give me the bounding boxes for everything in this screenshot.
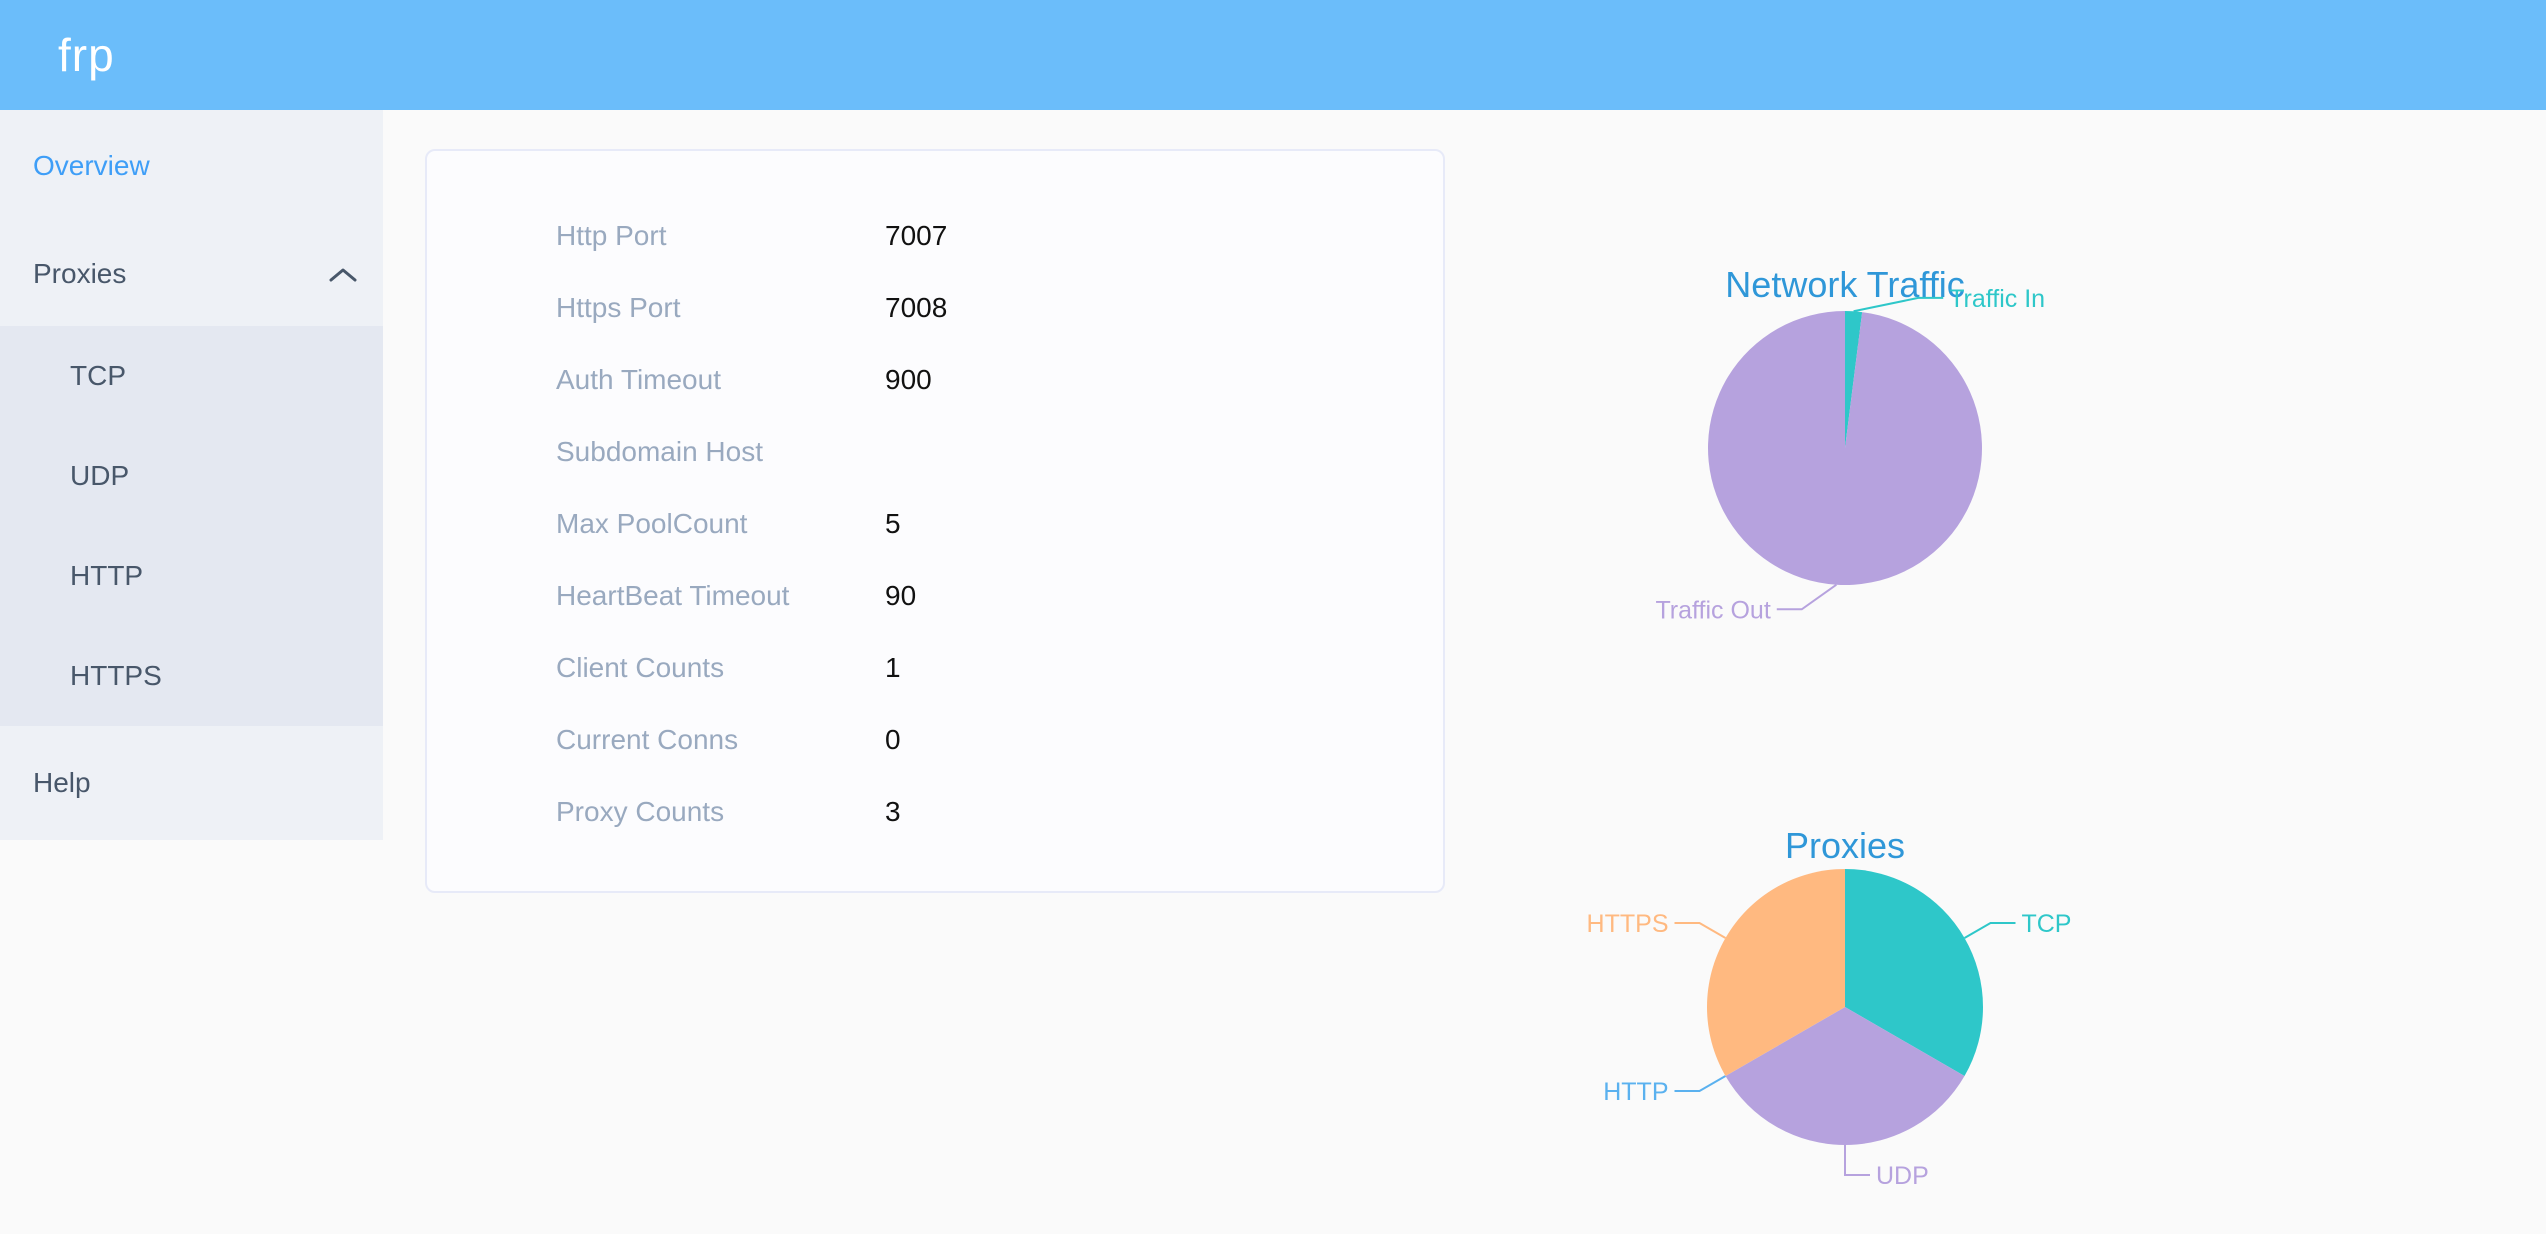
field-label: Max PoolCount (556, 508, 748, 539)
field-label: Auth Timeout (556, 364, 721, 395)
field-value: 90 (885, 580, 917, 611)
sidebar-item-udp[interactable]: UDP (0, 426, 383, 526)
field-row-subdomain-host: Subdomain Host (427, 416, 1443, 488)
field-value: 3 (885, 796, 901, 827)
tcp-label-line (1964, 922, 2016, 939)
sidebar: Overview Proxies TCP UDP HTTP HT (0, 110, 383, 1234)
field-row-current-conns: Current Conns 0 (427, 704, 1443, 776)
traffic-in-label-line (1853, 296, 1944, 313)
sidebar-item-http[interactable]: HTTP (0, 526, 383, 626)
proxies-submenu: TCP UDP HTTP HTTPS (0, 326, 383, 726)
udp-label: UDP (1876, 1162, 1929, 1190)
field-row-max-poolcount: Max PoolCount 5 (427, 488, 1443, 560)
field-row-https-port: Https Port 7008 (427, 272, 1443, 344)
field-row-auth-timeout: Auth Timeout 900 (427, 344, 1443, 416)
https-label-line (1674, 922, 1726, 939)
sidebar-item-https-label: HTTPS (70, 660, 162, 691)
sidebar-item-overview[interactable]: Overview (0, 110, 383, 222)
field-row-client-counts: Client Counts 1 (427, 632, 1443, 704)
field-label: Https Port (556, 292, 681, 323)
field-label: Subdomain Host (556, 436, 764, 467)
app-header: frp (0, 0, 2546, 110)
sidebar-item-udp-label: UDP (70, 460, 130, 491)
field-value: 7007 (885, 220, 948, 251)
sidebar-item-tcp-label: TCP (70, 360, 126, 391)
sidebar-item-overview-label: Overview (33, 150, 150, 181)
https-label: HTTPS (1587, 910, 1669, 938)
sidebar-item-https[interactable]: HTTPS (0, 626, 383, 726)
network-traffic-pie-chart[interactable]: Traffic In Traffic Out (1460, 240, 2240, 640)
traffic-out-label-line (1776, 583, 1837, 611)
http-label-line (1674, 1075, 1726, 1092)
tcp-slice[interactable] (1845, 869, 1984, 1076)
field-label: Proxy Counts (556, 796, 725, 827)
chevron-up-icon (329, 258, 357, 290)
proxies-pie-chart[interactable]: TCP UDP HTTP HTTPS (1460, 830, 2240, 1234)
field-value: 0 (885, 724, 901, 755)
server-info-card: Http Port 7007 Https Port 7008 Auth Time… (425, 149, 1445, 893)
field-row-heartbeat-timeout: HeartBeat Timeout 90 (427, 560, 1443, 632)
field-label: Current Conns (556, 724, 739, 755)
field-row-http-port: Http Port 7007 (427, 200, 1443, 272)
udp-label-line (1844, 1145, 1870, 1176)
field-value: 5 (885, 508, 901, 539)
traffic-out-slice[interactable] (1707, 311, 1982, 585)
server-info-fields: Http Port 7007 Https Port 7008 Auth Time… (427, 151, 1443, 848)
sidebar-menu: Overview Proxies TCP UDP HTTP HT (0, 110, 383, 840)
proxies-chart-title: Proxies (1784, 825, 1906, 866)
sidebar-item-help-label: Help (33, 767, 91, 798)
app-logo: frp (58, 29, 115, 81)
sidebar-item-proxies[interactable]: Proxies (0, 222, 383, 326)
field-row-proxy-counts: Proxy Counts 3 (427, 776, 1443, 848)
sidebar-item-help[interactable]: Help (0, 726, 383, 840)
sidebar-item-http-label: HTTP (70, 560, 144, 591)
sidebar-item-proxies-label: Proxies (33, 258, 127, 289)
tcp-label: TCP (2021, 910, 2071, 938)
traffic-out-label: Traffic Out (1655, 596, 1770, 624)
http-label: HTTP (1603, 1078, 1668, 1106)
field-value: 7008 (885, 292, 948, 323)
traffic-in-slice[interactable] (1845, 311, 1863, 448)
sidebar-item-tcp[interactable]: TCP (0, 326, 383, 426)
https-slice[interactable] (1707, 869, 1845, 1076)
field-label: Client Counts (556, 652, 725, 683)
field-value: 900 (885, 364, 932, 395)
field-label: Http Port (556, 220, 667, 251)
traffic-in-label: Traffic In (1949, 285, 2045, 313)
field-label: HeartBeat Timeout (556, 580, 790, 611)
field-value: 1 (885, 652, 901, 683)
main-content: Http Port 7007 Https Port 7008 Auth Time… (383, 110, 2546, 1234)
